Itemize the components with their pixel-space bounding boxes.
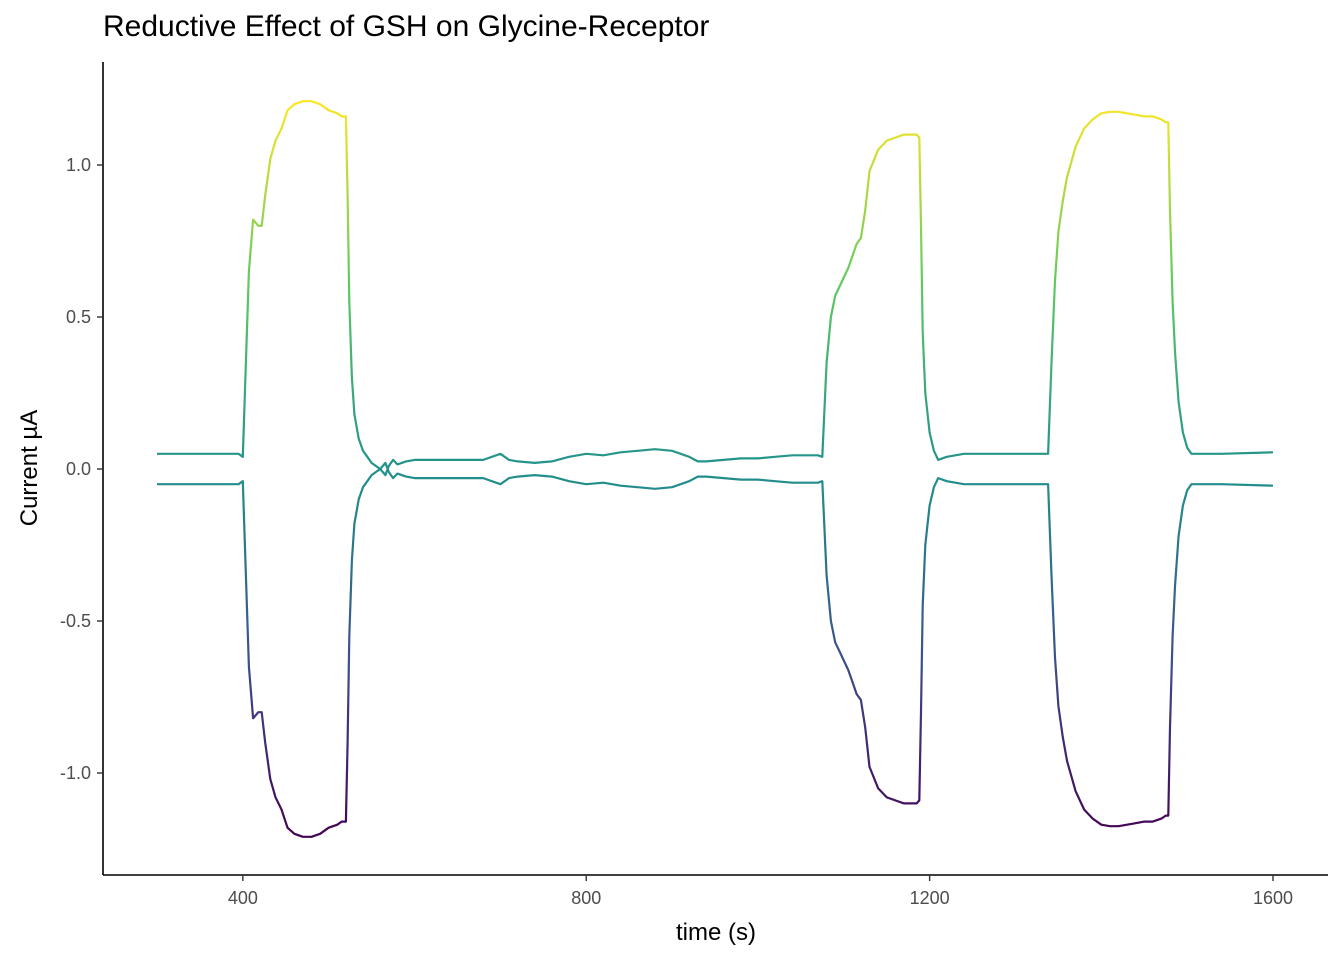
- y-tick-label: 0.5: [66, 307, 91, 327]
- tick-group: 400 800 1200 1600 1.0 0.5 0.0 -0.5 -1.0: [60, 155, 1293, 908]
- y-axis-title: Current µA: [16, 410, 43, 527]
- x-tick-label: 800: [571, 888, 601, 908]
- y-tick-label: -1.0: [60, 763, 91, 783]
- x-tick-label: 1600: [1253, 888, 1293, 908]
- series-line-negative: [157, 461, 1274, 838]
- x-tick-label: 1200: [910, 888, 950, 908]
- chart-title: Reductive Effect of GSH on Glycine-Recep…: [103, 10, 710, 43]
- x-axis-title: time (s): [676, 919, 756, 946]
- series-group: [157, 100, 1274, 838]
- y-tick-label: 0.0: [66, 459, 91, 479]
- x-tick-label: 400: [228, 888, 258, 908]
- series-line-positive: [157, 100, 1274, 477]
- y-tick-label: -0.5: [60, 611, 91, 631]
- y-tick-label: 1.0: [66, 155, 91, 175]
